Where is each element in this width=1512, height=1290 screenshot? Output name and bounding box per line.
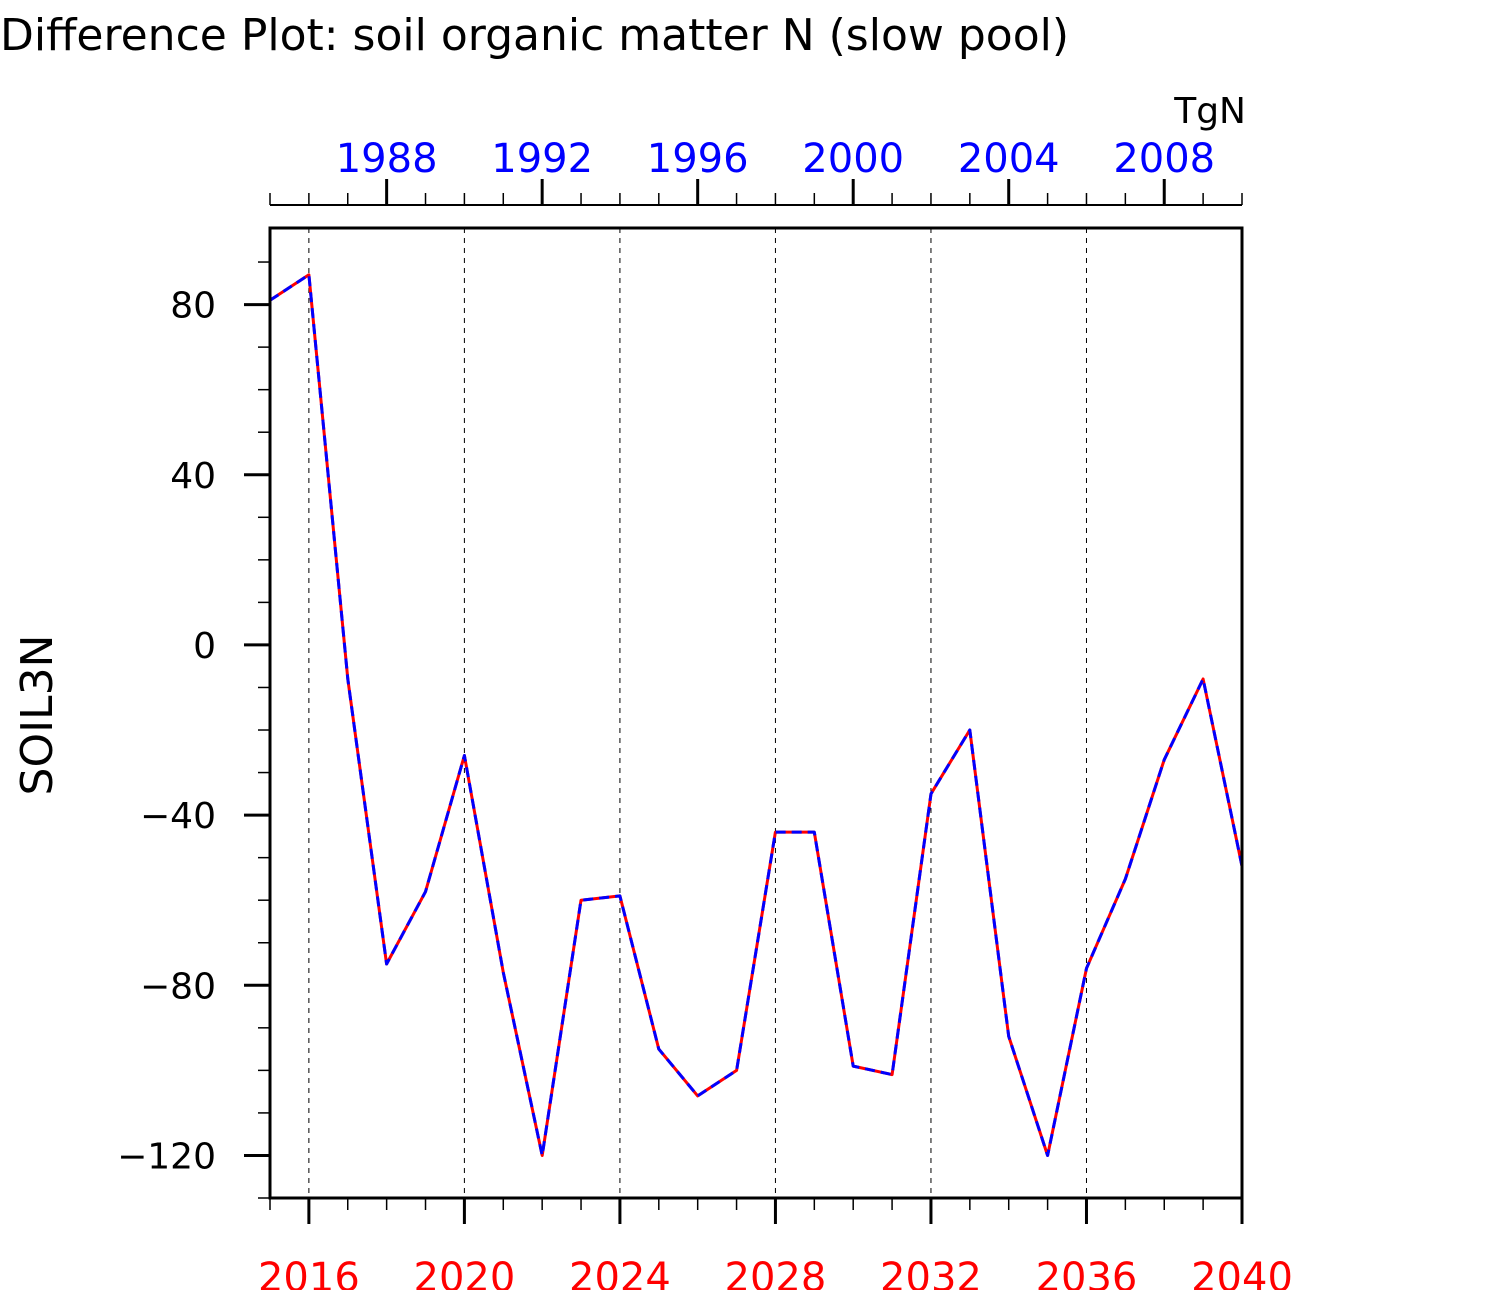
plot-frame <box>268 226 1244 1200</box>
x-bottom-tick-label: 2024 <box>569 1255 671 1290</box>
y-tick-label: −120 <box>117 1136 216 1177</box>
y-tick-label: 80 <box>170 286 216 327</box>
x-bottom-tick-label: 2020 <box>414 1255 516 1290</box>
series-line-1 <box>269 273 1244 1157</box>
data-lines <box>269 273 1244 1157</box>
x-top-tick-label: 2004 <box>958 136 1060 182</box>
chart-title: Difference Plot: soil organic matter N (… <box>0 10 1069 61</box>
x-top-tick-label: 1988 <box>336 136 438 182</box>
x-top-tick-label: 1996 <box>647 136 749 182</box>
y-tick-label: −80 <box>140 966 216 1007</box>
y-axis-label: SOIL3N <box>12 635 63 796</box>
x-top-tick-label: 2008 <box>1113 136 1215 182</box>
series-line-0 <box>269 273 1244 1157</box>
x-top-tick-label: 1992 <box>491 136 593 182</box>
x-top-tick-label: 2000 <box>802 136 904 182</box>
x-bottom-tick-label: 2016 <box>258 1255 360 1290</box>
x-bottom-tick-label: 2040 <box>1191 1255 1293 1290</box>
x-bottom-tick-label: 2036 <box>1036 1255 1138 1290</box>
grid-lines <box>308 228 1087 1198</box>
tick-labels: 2016 2020 2024 2028 2032 2036 2040 1988 1992 1996… <box>117 136 1293 1290</box>
units-label: TgN <box>1173 91 1246 132</box>
y-tick-label: −40 <box>140 796 216 837</box>
y-tick-label: 40 <box>170 456 216 497</box>
y-tick-label: 0 <box>193 626 216 667</box>
x-bottom-tick-label: 2032 <box>880 1255 982 1290</box>
axis-ticks <box>244 179 1244 1224</box>
x-bottom-tick-label: 2028 <box>725 1255 827 1290</box>
